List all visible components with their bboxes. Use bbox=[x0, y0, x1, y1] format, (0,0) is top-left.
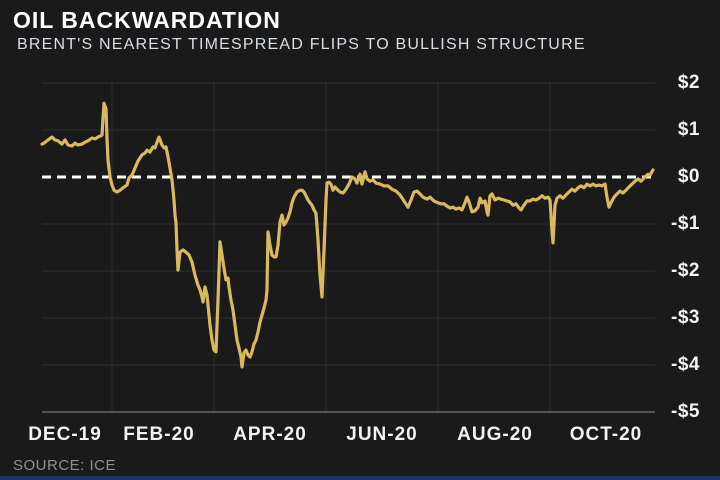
x-tick-label: FEB-20 bbox=[123, 424, 195, 445]
y-tick-label: $0 bbox=[677, 166, 700, 187]
chart-title: OIL BACKWARDATION bbox=[13, 7, 281, 33]
y-tick-label: $1 bbox=[677, 119, 700, 140]
y-tick-label: -$1 bbox=[671, 213, 700, 234]
x-tick-label: DEC-19 bbox=[28, 424, 102, 445]
bottom-accent-bar bbox=[0, 476, 720, 480]
x-tick-label: APR-20 bbox=[233, 424, 307, 445]
y-tick-label: $2 bbox=[677, 72, 700, 93]
y-tick-label: -$4 bbox=[671, 354, 700, 375]
x-tick-label: OCT-20 bbox=[569, 424, 643, 445]
y-tick-label: -$5 bbox=[671, 401, 700, 422]
y-tick-label: -$2 bbox=[671, 260, 700, 281]
price-line bbox=[40, 101, 655, 369]
x-tick-label: JUN-20 bbox=[346, 424, 418, 445]
y-tick-label: -$3 bbox=[671, 307, 700, 328]
chart-subtitle: BRENT'S NEAREST TIMESPREAD FLIPS TO BULL… bbox=[17, 36, 586, 53]
source-label: SOURCE: ICE bbox=[13, 457, 117, 474]
x-tick-label: AUG-20 bbox=[457, 424, 533, 445]
